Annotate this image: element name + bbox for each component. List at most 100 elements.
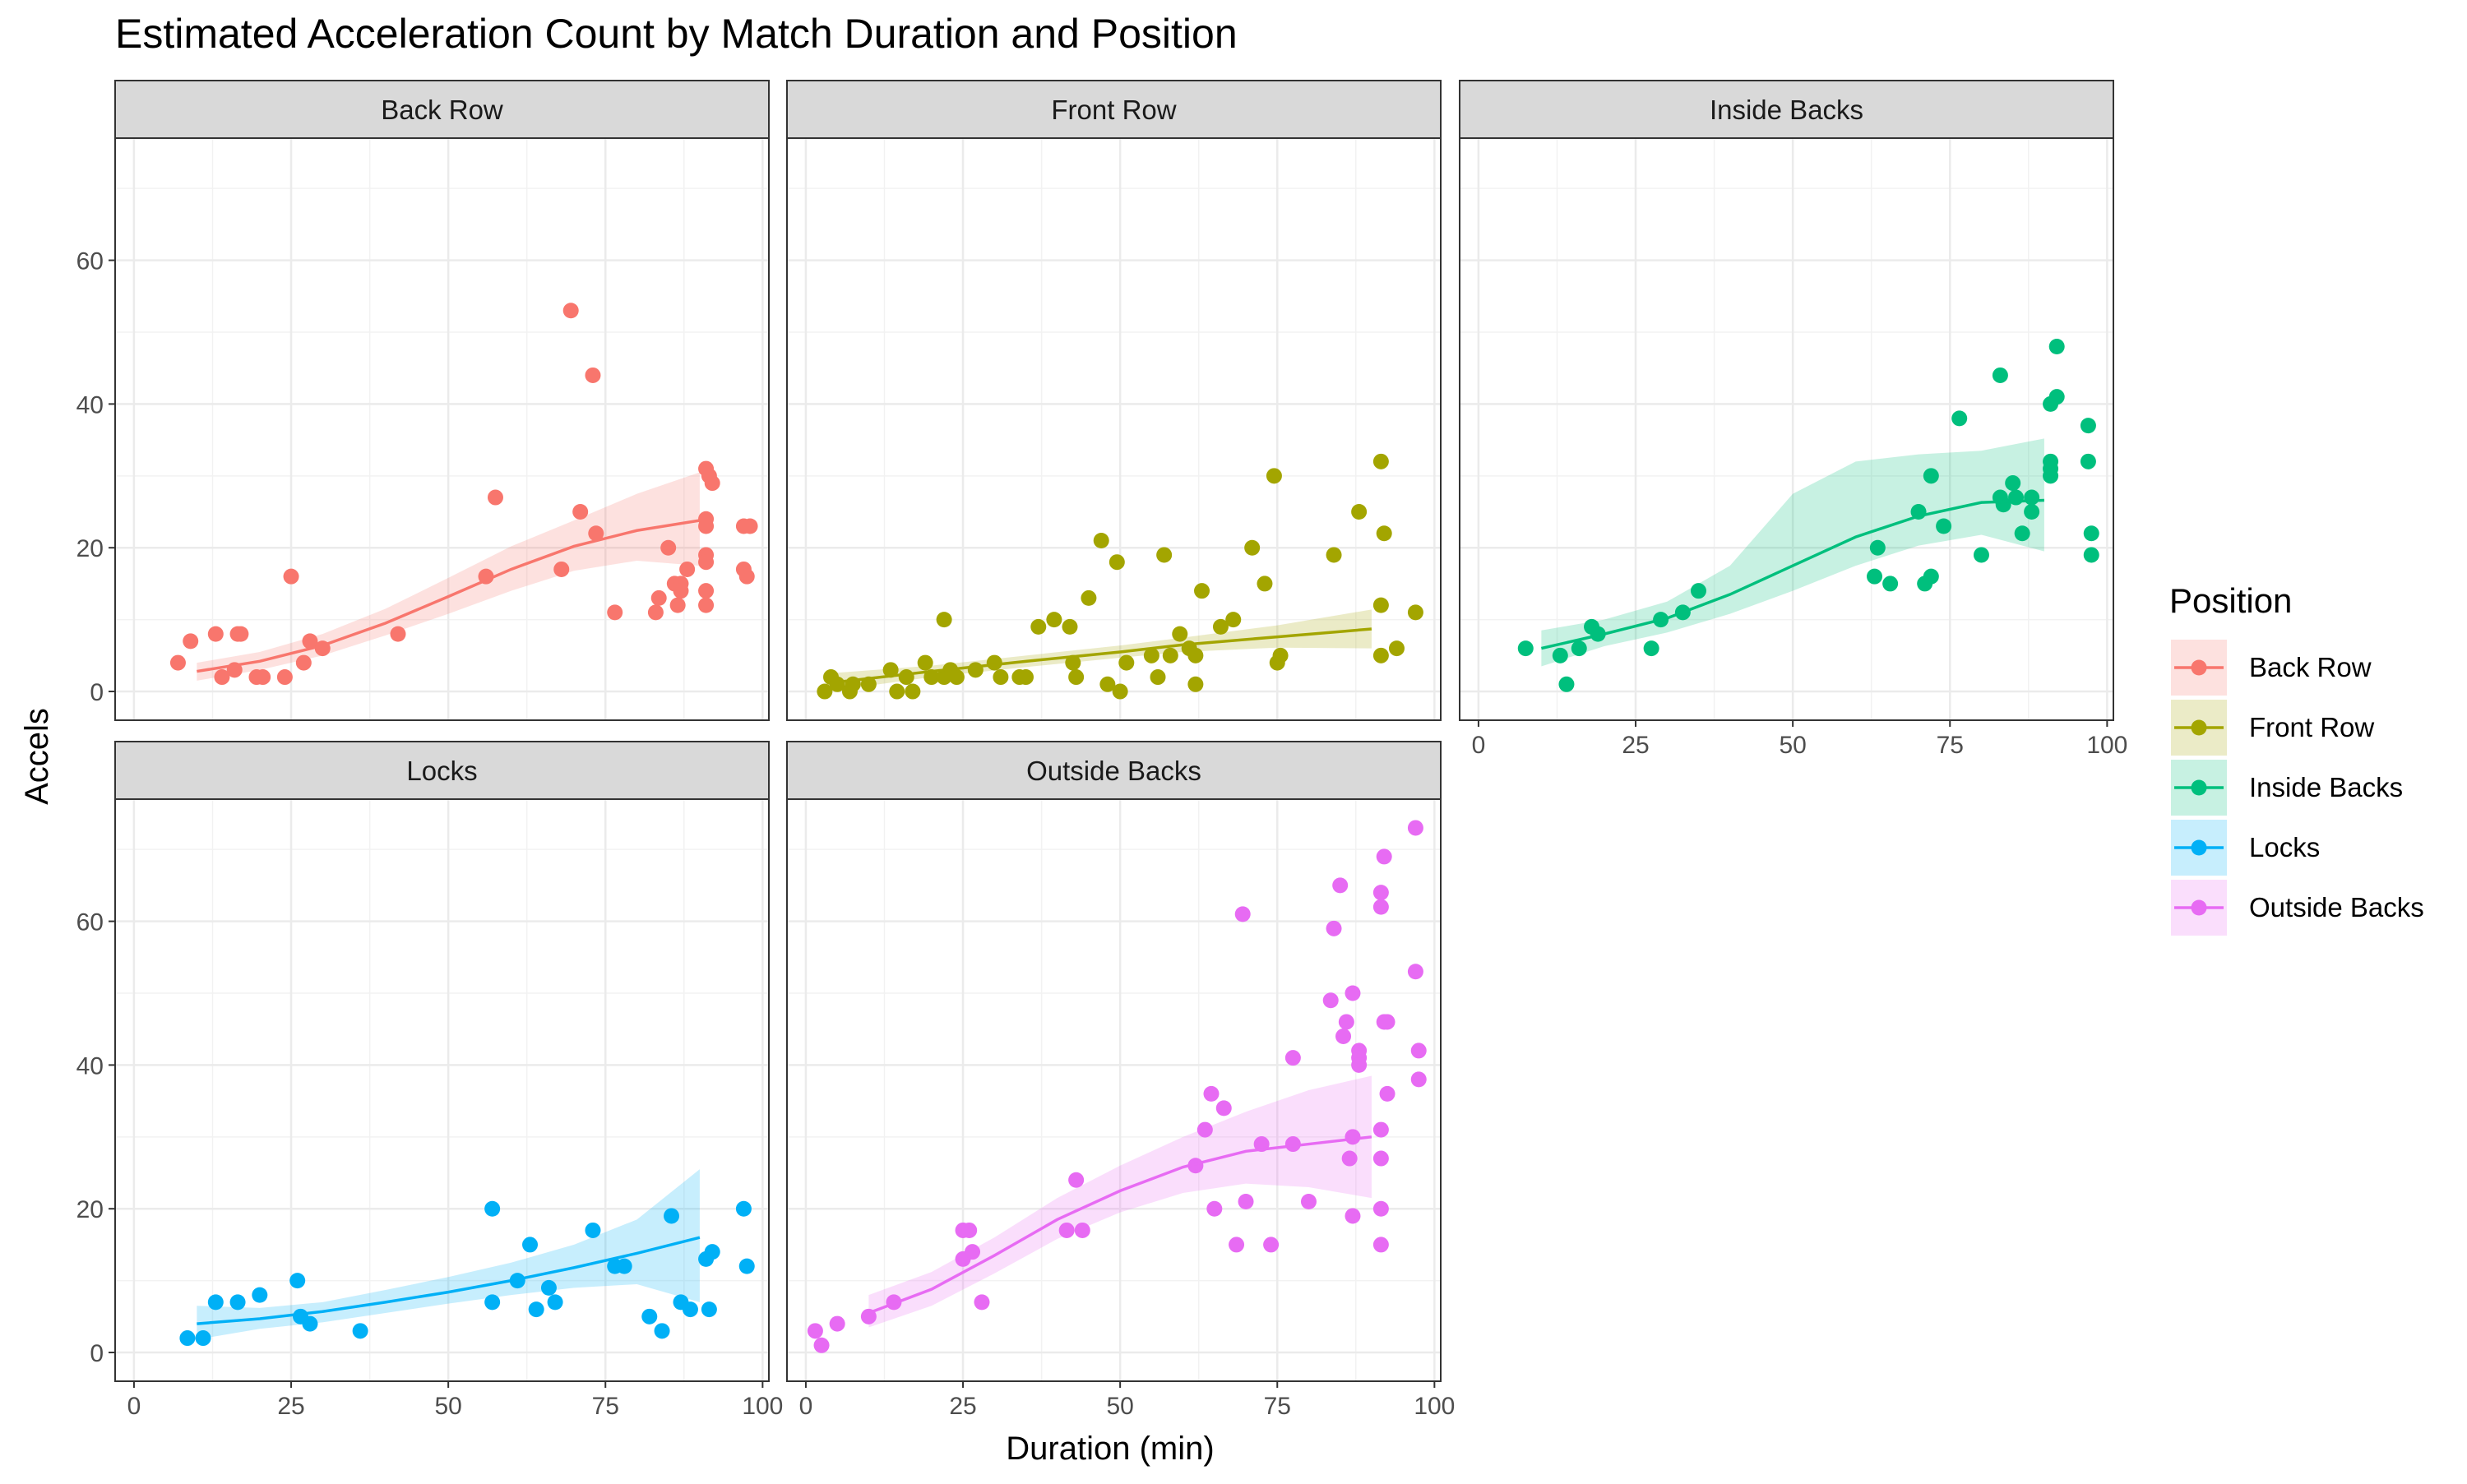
data-point [562,303,579,319]
legend-label: Inside Backs [2249,772,2403,802]
data-point [813,1337,830,1353]
data-point [1869,539,1886,556]
data-point [1372,1200,1389,1217]
data-point [2048,338,2065,354]
data-point [607,604,623,621]
data-point [1263,1237,1280,1253]
data-point [1407,964,1423,980]
y-tick-label: 0 [90,1340,104,1367]
x-tick-label: 50 [1106,1393,1133,1420]
data-point [654,1323,670,1339]
panel-border [786,137,1442,721]
trend-line-back-row [197,519,701,673]
data-point [1345,1208,1361,1224]
data-point [807,1323,823,1339]
facet-strip-back-row [114,80,770,139]
data-point [647,604,664,621]
data-point [1643,640,1659,657]
data-point [1257,576,1273,592]
data-point [936,612,952,628]
data-point [1992,367,2008,383]
data-point [540,1279,557,1296]
data-point [195,1330,211,1347]
data-point [1410,1071,1427,1088]
legend-point-swatch [2191,839,2207,856]
x-tick-label: 75 [592,1393,619,1420]
data-point [1272,647,1289,663]
y-tick-label: 40 [76,1052,104,1079]
legend-label: Front Row [2249,712,2374,742]
data-point [669,597,686,613]
data-point [1345,1129,1361,1145]
y-tick-label: 0 [90,679,104,706]
data-point [1341,1150,1358,1167]
data-point [1322,992,1339,1009]
data-point [1690,583,1706,599]
data-point [1238,1193,1254,1209]
data-point [1867,568,1883,585]
data-point [207,626,224,642]
panel-border [1459,137,2114,721]
data-point [2048,389,2065,405]
data-point [616,1258,632,1274]
data-point [2043,468,2059,484]
data-point [2005,475,2021,492]
confidence-band-outside-backs [868,1075,1372,1328]
data-point [967,662,984,678]
data-point [1571,640,1587,657]
confidence-band-inside-backs [1541,438,2044,667]
data-point [1215,1100,1232,1116]
panel-background [115,799,769,1381]
data-point [917,654,933,671]
data-point [1068,1172,1085,1188]
data-point [1058,1222,1075,1238]
data-point [484,1294,501,1311]
data-point [1372,1150,1389,1167]
data-point [2024,504,2040,520]
data-point [1206,1200,1223,1217]
data-point [1017,669,1034,686]
x-tick-label: 75 [1264,1393,1291,1420]
data-point [1118,654,1135,671]
data-point [484,1200,501,1217]
data-point [1372,453,1389,469]
legend-point-swatch [2191,719,2207,736]
data-point [1973,547,1989,563]
data-point [1338,1014,1354,1030]
data-point [1379,1085,1395,1102]
data-point [1351,504,1368,520]
legend-item-back-row: Back Row [2171,640,2372,696]
trend-line-outside-backs [868,1135,1372,1315]
y-axis-label: Accels [19,708,55,805]
data-point [1150,669,1166,686]
facet-label-front-row: Front Row [1051,95,1176,125]
data-point [660,539,677,556]
data-point [1410,1042,1427,1059]
data-point [1882,576,1899,592]
data-point [679,561,696,577]
panel-border [786,798,1442,1382]
data-point [1300,1193,1317,1209]
data-point [1372,647,1389,663]
confidence-band-back-row [197,472,700,681]
data-point [1099,676,1116,692]
x-axis-label: Duration (min) [1006,1431,1214,1467]
legend-label: Locks [2249,832,2320,862]
data-point [1112,683,1128,700]
data-point [179,1330,196,1347]
x-tick-label: 25 [949,1393,976,1420]
data-point [276,669,293,686]
data-point [1172,626,1188,642]
data-point [1335,1028,1352,1044]
data-point [1244,539,1261,556]
data-point [704,475,720,492]
data-point [1326,547,1342,563]
legend-item-inside-backs: Inside Backs [2171,760,2403,816]
panel-background [787,138,1441,720]
facet-strip-outside-backs [786,741,1442,800]
data-point [986,654,1002,671]
data-point [1068,669,1085,686]
data-point [1030,618,1047,635]
data-point [2080,453,2096,469]
